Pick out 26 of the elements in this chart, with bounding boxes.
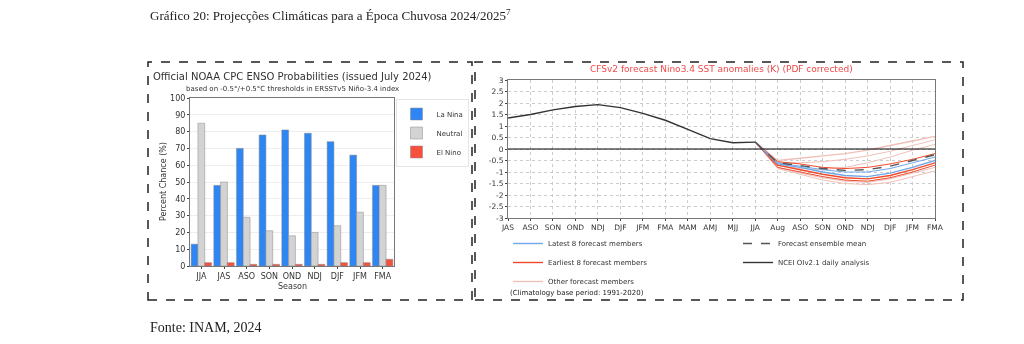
y-tick-label: 100	[170, 93, 186, 103]
y-tick-label: 10	[175, 245, 186, 254]
x-tick-label: NDJ	[307, 271, 322, 281]
y-tick-label: 50	[175, 177, 186, 187]
x-tick-label: OND	[282, 271, 302, 281]
chart-title: Official NOAA CPC ENSO Probabilities (issued July 2024)	[153, 71, 432, 82]
x-tick-label: FMA	[374, 271, 392, 281]
x-tick-label: ASO	[238, 271, 256, 281]
chart-title: CFSv2 forecast Nino3.4 SST anomalies (K) (PDF corrected)	[590, 64, 853, 74]
y-axis-title: Percent Chance (%)	[159, 142, 168, 221]
x-tick-label: JAS	[216, 271, 231, 281]
y-tick-label: 30	[175, 211, 186, 221]
y-tick-label: 70	[175, 144, 186, 154]
y-tick-label: 60	[175, 161, 186, 170]
x-axis-title: Season	[278, 282, 308, 291]
x-tick-label: DJF	[330, 271, 345, 281]
y-tick-label: 20	[175, 228, 186, 238]
source-note: Fonte: INAM, 2024	[150, 320, 262, 335]
x-tick-label: SON	[260, 271, 279, 281]
text: Gráfico 20: Projecções Climáticas para a Época Chuvosa 2024/2025$^{7}$	[150, 7, 511, 24]
y-tick-label: 40	[175, 194, 186, 204]
y-tick-label: 80	[175, 127, 186, 137]
x-tick-label: JFM	[352, 271, 368, 281]
x-tick-label: JJA	[195, 271, 207, 281]
y-tick-label: 0	[180, 261, 186, 271]
y-tick-label: 90	[175, 110, 186, 120]
